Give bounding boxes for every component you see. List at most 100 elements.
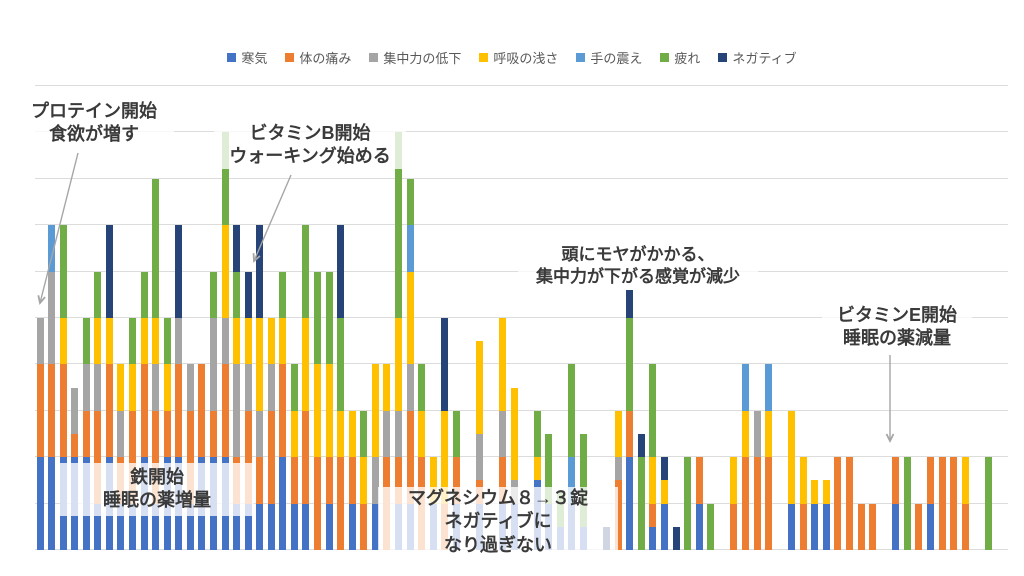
segment-kokyu [661, 480, 668, 504]
gridline [35, 85, 1008, 86]
bar-slot-74[interactable] [892, 457, 900, 550]
bar-slot-50[interactable] [614, 410, 622, 550]
annotation-protein-start[interactable]: プロテイン開始 食欲が増す [14, 100, 174, 147]
segment-tsukare [325, 271, 333, 365]
annotation-iron-start[interactable]: 鉄開始 睡眠の薬増量 [60, 463, 254, 516]
segment-kokyu [221, 225, 229, 319]
bar-slot-53[interactable] [649, 364, 657, 550]
segment-itami [71, 434, 79, 458]
bar-slot-29[interactable] [371, 364, 379, 550]
segment-kokyu [961, 457, 969, 504]
segment-samuke [94, 503, 102, 550]
bar-slot-56[interactable] [684, 457, 692, 550]
segment-itami [152, 410, 160, 504]
legend-item-negative[interactable]: ネガティブ [718, 48, 797, 67]
bar-slot-23[interactable] [302, 225, 310, 550]
bar-slot-13[interactable] [186, 364, 194, 550]
segment-itami [36, 364, 44, 458]
bar-slot-24[interactable] [314, 271, 322, 550]
segment-samuke [48, 457, 56, 550]
legend-item-body-pain[interactable]: 体の痛み [285, 48, 351, 67]
bar-slot-63[interactable] [765, 364, 773, 550]
segment-itami [730, 503, 738, 550]
bar-slot-21[interactable] [279, 271, 287, 550]
bar-slot-5[interactable] [94, 271, 102, 550]
bar-slot-0[interactable] [36, 318, 44, 550]
legend-item-fatigue[interactable]: 疲れ [660, 48, 700, 67]
segment-shuchu [753, 410, 761, 458]
bar-slot-55[interactable] [672, 526, 680, 550]
bar-slot-65[interactable] [788, 410, 796, 550]
bar-slot-19[interactable] [256, 225, 264, 550]
bar-slot-77[interactable] [927, 457, 934, 550]
annotation-brain-fog[interactable]: 頭にモヤがかかる、 集中力が下がる感覚が減少 [518, 244, 758, 289]
bar-slot-58[interactable] [707, 503, 715, 550]
segment-itami [626, 410, 634, 458]
legend-item-shallow-breathing[interactable]: 呼吸の浅さ [479, 48, 558, 67]
bar-slot-67[interactable] [811, 480, 819, 550]
segment-negative [337, 225, 345, 319]
segment-samuke [626, 457, 634, 550]
bar-slot-82[interactable] [984, 457, 992, 550]
bar-slot-26[interactable] [337, 225, 345, 550]
bar-slot-66[interactable] [799, 457, 807, 550]
bar-slot-75[interactable] [903, 457, 911, 550]
bar-slot-70[interactable] [846, 457, 854, 550]
bar-slot-72[interactable] [869, 503, 877, 550]
segment-shuchu [175, 318, 183, 365]
bar-slot-78[interactable] [938, 457, 946, 550]
bar-slot-18[interactable] [244, 271, 252, 550]
bar-slot-28[interactable] [360, 410, 368, 550]
segment-kokyu [765, 410, 773, 458]
segment-kokyu [163, 364, 171, 411]
annotation-vitamin-e-start[interactable]: ビタミンE開始 睡眠の薬減量 [822, 304, 972, 351]
segment-shuchu [256, 410, 264, 458]
bar-slot-76[interactable] [915, 503, 923, 550]
segment-itami [267, 410, 275, 504]
legend-item-hand-tremor[interactable]: 手の震え [576, 48, 642, 67]
annotation-vitamin-b-start[interactable]: ビタミンB開始 ウォーキング始める [214, 122, 406, 169]
legend-item-concentration[interactable]: 集中力の低下 [369, 48, 461, 67]
segment-itami [869, 503, 877, 550]
bar-slot-69[interactable] [834, 457, 842, 550]
segment-samuke [290, 503, 298, 550]
bar-slot-8[interactable] [129, 318, 137, 550]
segment-samuke [788, 503, 796, 550]
bar-slot-1[interactable] [48, 225, 56, 550]
annotation-line: マグネシウム８→３錠 [408, 488, 588, 508]
bar-slot-68[interactable] [822, 480, 830, 550]
bar-slot-60[interactable] [730, 457, 738, 550]
bar-slot-79[interactable] [950, 457, 958, 550]
bar-slot-52[interactable] [637, 434, 645, 550]
segment-itami [221, 364, 229, 458]
bar-slot-57[interactable] [695, 457, 703, 550]
bar-slot-61[interactable] [741, 364, 749, 550]
bar-slot-80[interactable] [961, 457, 969, 550]
bar-slot-62[interactable] [753, 410, 761, 550]
segment-kokyu [822, 480, 830, 504]
bar-slot-51[interactable] [626, 290, 634, 550]
segment-kokyu [799, 457, 807, 504]
bar-slot-10[interactable] [152, 178, 160, 550]
segment-shuchu [395, 410, 402, 458]
bar-slot-20[interactable] [267, 318, 275, 550]
segment-samuke [186, 503, 194, 550]
segment-shuchu [186, 364, 194, 411]
legend-item-chills[interactable]: 寒気 [227, 48, 267, 67]
segment-tsukare [129, 318, 137, 365]
segment-kokyu [475, 341, 483, 435]
bar-slot-54[interactable] [661, 457, 668, 550]
bar-slot-25[interactable] [325, 271, 333, 550]
segment-shuchu [36, 318, 44, 365]
bar-slot-22[interactable] [290, 364, 298, 550]
annotation-magnesium[interactable]: マグネシウム８→３錠 ネガティブに なり過ぎない [378, 487, 618, 558]
segment-samuke [822, 503, 830, 550]
bar-slot-27[interactable] [348, 410, 356, 550]
segment-itami [209, 410, 217, 458]
bar-slot-7[interactable] [117, 364, 125, 550]
bar-slot-14[interactable] [198, 364, 206, 550]
bar-slot-71[interactable] [857, 503, 865, 550]
segment-shuchu [152, 364, 160, 411]
